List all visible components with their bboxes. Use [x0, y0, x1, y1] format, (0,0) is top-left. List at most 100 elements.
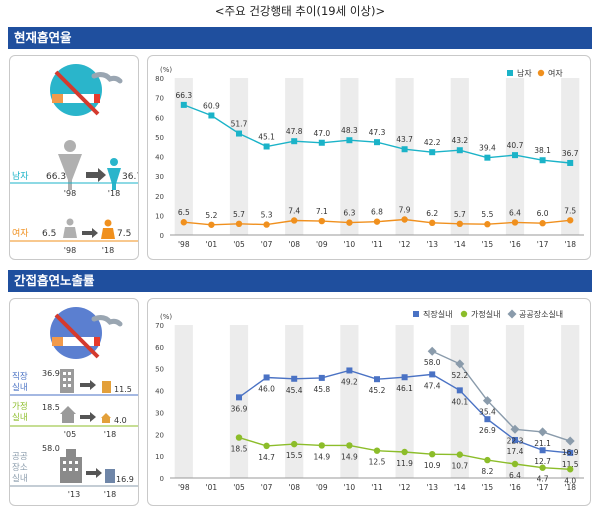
data-point: [401, 216, 408, 223]
female-figure-icon: [63, 218, 77, 238]
data-point: [511, 219, 519, 226]
data-point: [236, 394, 242, 401]
female-from-value: 6.5: [42, 229, 56, 239]
band-column: [229, 78, 249, 235]
male-label: 남자: [12, 171, 29, 182]
home-label-2: 실내: [12, 412, 28, 423]
data-label: 16.9: [562, 448, 579, 457]
public-label-1: 공공: [12, 452, 28, 462]
workplace-label-1: 직장: [12, 371, 28, 382]
data-label: 14.7: [258, 453, 275, 462]
band-column: [395, 78, 414, 235]
home-from-value: 18.5: [42, 403, 60, 412]
page-title: <주요 건강행태 추이(19세 이상)>: [214, 4, 386, 18]
x-tick-label: '10: [344, 240, 356, 249]
data-point: [511, 460, 519, 468]
band-column: [229, 325, 249, 478]
band-column: [450, 325, 469, 478]
data-label: 45.2: [369, 386, 386, 395]
legend-marker: [460, 310, 468, 318]
data-point: [567, 466, 574, 473]
data-label: 12.7: [534, 457, 551, 466]
data-label: 66.3: [175, 91, 192, 100]
no-smoking-icon: [50, 307, 123, 359]
public-label-3: 실내: [12, 473, 28, 484]
legend-label: 직장실내: [423, 309, 452, 319]
data-label: 15.5: [286, 451, 303, 460]
y-tick-label: 0: [160, 475, 164, 483]
data-label: 58.0: [424, 358, 441, 367]
x-tick-label: '10: [344, 483, 356, 492]
home-label-1: 가정: [12, 401, 28, 412]
home-year-to: '18: [104, 430, 116, 439]
y-tick-label: 70: [155, 322, 164, 330]
data-point: [346, 442, 353, 449]
data-point: [263, 442, 270, 450]
data-label: 47.3: [369, 128, 386, 137]
home-year-from: '05: [64, 430, 76, 439]
data-point: [291, 138, 298, 145]
data-label: 45.1: [258, 132, 275, 141]
data-point: [484, 221, 491, 228]
legend-marker: [413, 311, 419, 317]
data-point: [235, 434, 243, 441]
y-tick-label: 20: [155, 193, 164, 201]
data-label: 12.5: [369, 458, 386, 467]
data-point: [318, 374, 325, 381]
data-point: [567, 159, 574, 166]
x-tick-label: '15: [482, 483, 494, 492]
legend-label: 여자: [548, 68, 563, 78]
data-point: [373, 218, 381, 225]
house-small-icon: [101, 413, 111, 423]
male-to-value: 36.7: [122, 172, 138, 182]
x-tick-label: '09: [316, 240, 328, 249]
public-year-to: '18: [104, 490, 116, 499]
data-label: 40.7: [507, 141, 524, 150]
data-label: 6.8: [371, 208, 383, 217]
data-point: [374, 139, 380, 146]
data-label: 21.1: [534, 439, 551, 448]
smoking-chart-panel: 0 10 20 30 40 50 60 70 80 (%) '98 '01 '05 '07 '08 '09 '1…: [147, 55, 591, 260]
x-tick-label: '05: [233, 240, 245, 249]
x-tick-label: '14: [454, 483, 466, 492]
data-label: 10.9: [424, 461, 441, 470]
y-tick-label: 60: [155, 114, 164, 122]
band-column: [505, 325, 525, 478]
data-label: 6.2: [426, 209, 438, 218]
x-tick-label: '98: [178, 240, 190, 249]
data-label: 39.4: [479, 144, 496, 153]
data-point: [263, 221, 270, 228]
data-point: [346, 367, 353, 374]
x-tick-label: '07: [261, 483, 273, 492]
male-from-value: 66.3: [46, 172, 66, 182]
data-point: [373, 447, 381, 454]
data-label: 4.0: [564, 476, 576, 485]
data-label: 5.5: [481, 210, 493, 219]
data-point: [456, 451, 463, 458]
secondhand-chart-panel: 0 10 20 30 40 50 60 70 (%) '98 '01 '05 '07 '08 '09 '10 '…: [147, 298, 591, 506]
data-label: 45.8: [313, 385, 330, 394]
data-label: 35.4: [479, 408, 496, 417]
arrow-right-icon: [82, 228, 98, 238]
data-label: 5.7: [454, 210, 466, 219]
female-year-to: '18: [102, 246, 114, 255]
data-point: [263, 374, 270, 381]
data-point: [567, 449, 574, 456]
x-tick-label: '01: [206, 483, 218, 492]
data-label: 47.0: [313, 129, 330, 138]
data-label: 60.9: [203, 101, 220, 110]
x-tick-label: '16: [509, 240, 521, 249]
data-point: [318, 139, 325, 146]
data-label: 40.1: [451, 397, 468, 406]
data-point: [484, 456, 491, 464]
data-point: [263, 143, 270, 150]
data-point: [180, 101, 187, 108]
data-label: 42.2: [424, 138, 441, 147]
arrow-right-icon: [86, 168, 106, 182]
smoking-infographic: 남자 66.3 36.7 '98 '18 여자 6.5 7.5 '98 '18: [10, 64, 142, 255]
data-point: [429, 219, 436, 227]
band-column: [395, 325, 414, 478]
data-point: [208, 221, 215, 228]
x-tick-label: '13: [426, 240, 438, 249]
x-tick-label: '98: [178, 483, 190, 492]
